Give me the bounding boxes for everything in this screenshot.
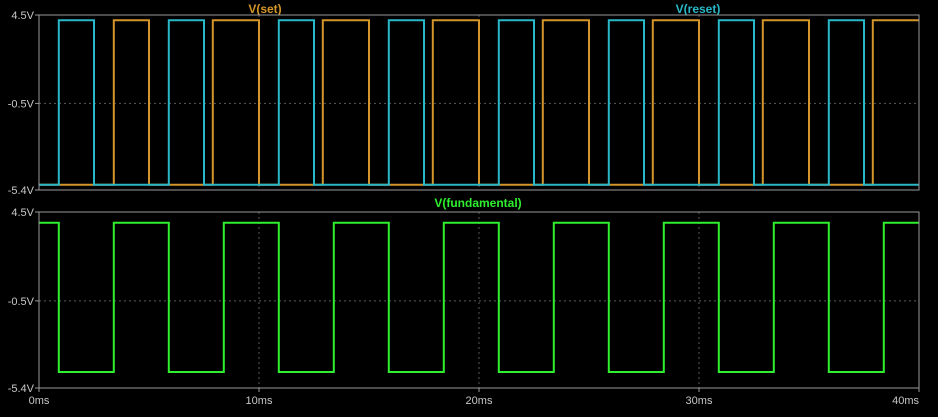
y-tick-label: -5.4V bbox=[8, 383, 35, 395]
x-tick-label: 0ms bbox=[29, 395, 50, 407]
plot-frame bbox=[38, 14, 920, 191]
x-tick-label: 40ms bbox=[892, 395, 919, 407]
bottom-plot-pane: 4.5V -0.5V -5.4V V(fundamental) bbox=[8, 196, 920, 395]
y-tick-label: -0.5V bbox=[8, 98, 35, 110]
y-tick-label: 4.5V bbox=[11, 10, 34, 22]
y-tick-label: 4.5V bbox=[11, 207, 34, 219]
y-tick-label: -5.4V bbox=[8, 185, 35, 197]
trace-label: V(fundamental) bbox=[434, 196, 521, 210]
x-tick-label: 10ms bbox=[246, 395, 273, 407]
trace-vset bbox=[39, 19, 919, 186]
trace-vreset bbox=[39, 19, 919, 186]
top-plot-pane: 4.5V -0.5V -5.4V V(set) V(reset) bbox=[8, 2, 920, 197]
trace-label: V(reset) bbox=[676, 2, 721, 16]
x-tick-label: 20ms bbox=[466, 395, 493, 407]
y-tick-label: -0.5V bbox=[8, 296, 35, 308]
trace-vfundamental bbox=[39, 221, 919, 373]
time-axis: 0ms 10ms 20ms 30ms 40ms bbox=[29, 388, 920, 407]
trace-label: V(set) bbox=[248, 2, 281, 16]
x-tick-label: 30ms bbox=[686, 395, 713, 407]
